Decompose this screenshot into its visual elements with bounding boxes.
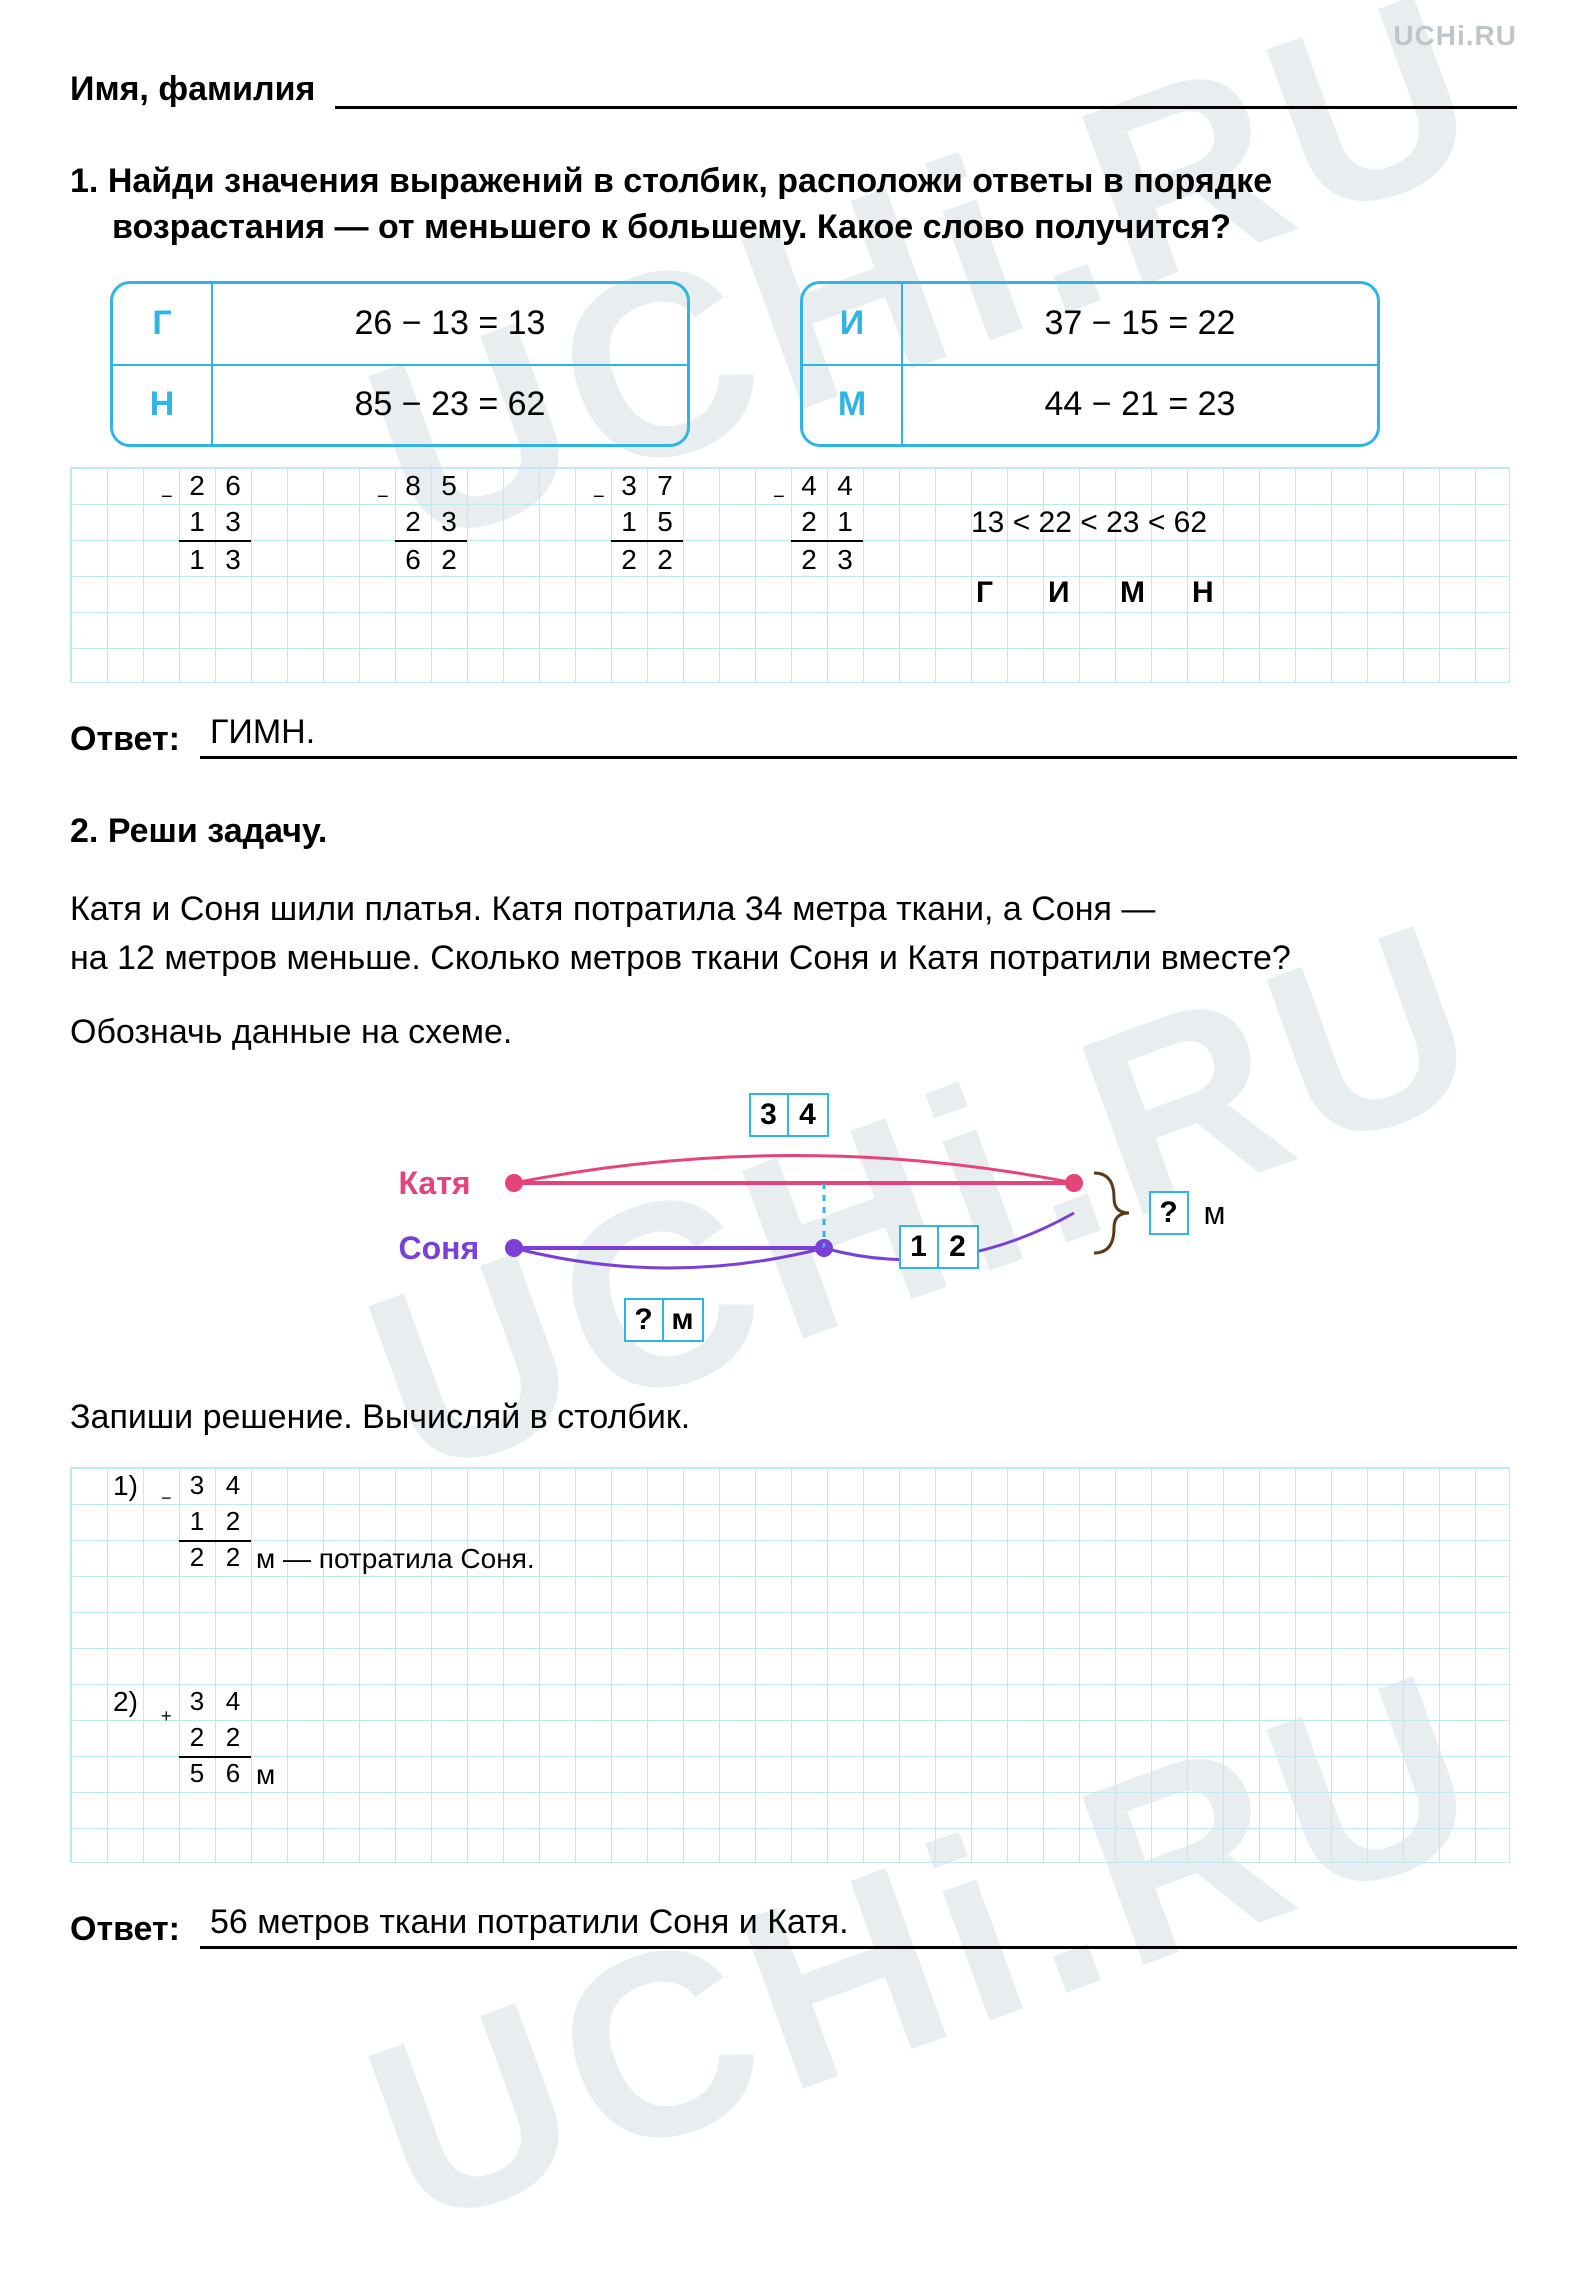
column-calc: − 26 13 13 <box>179 468 251 578</box>
task2-instr1: Обозначь данные на схеме. <box>70 1008 1517 1057</box>
katya-label: Катя <box>399 1165 471 1202</box>
minus-sign: − <box>161 486 173 509</box>
brand-logo: UCHi.RU <box>1393 20 1517 52</box>
name-field-row: Имя, фамилия <box>70 70 1517 109</box>
box-pair-right: И 37 − 15 = 22 М 44 − 21 = 23 <box>800 281 1380 447</box>
segment-diagram: Катя Соня 3 4 1 2 ? м ? м <box>294 1083 1294 1363</box>
box-pair-left: Г 26 − 13 = 13 Н 85 − 23 = 62 <box>110 281 690 447</box>
minus-sign: − <box>377 486 389 509</box>
box-expression: 44 − 21 = 23 <box>903 385 1377 424</box>
box-row: М 44 − 21 = 23 <box>803 364 1377 444</box>
calculation-grid-1: − 26 13 13 − 85 23 62 − 37 <box>70 467 1510 683</box>
column-calc: − 37 15 22 <box>611 468 683 578</box>
value-box-qm: ? м <box>624 1298 704 1342</box>
task1-line2: возрастания — от меньшего к большему. Ка… <box>70 205 1517 251</box>
step-tail: м <box>256 1759 275 1791</box>
box-expression: 26 − 13 = 13 <box>213 304 687 343</box>
sonya-label: Соня <box>399 1230 480 1267</box>
name-input-line[interactable] <box>335 75 1517 109</box>
answer-value[interactable]: ГИМН. <box>200 713 1517 759</box>
name-label: Имя, фамилия <box>70 70 315 109</box>
answer-letters: Г И М Н <box>976 576 1264 610</box>
plus-sign: + <box>161 1706 172 1727</box>
column-calc: − 85 23 62 <box>395 468 467 578</box>
answer-row-1: Ответ: ГИМН. <box>70 713 1517 759</box>
step-number: 2) <box>113 1686 138 1718</box>
task2-number: 2. <box>70 812 98 850</box>
value-box-12: 1 2 <box>899 1225 979 1269</box>
expression-boxes: Г 26 − 13 = 13 Н 85 − 23 = 62 И 37 − 15 … <box>110 281 1517 447</box>
box-letter: Г <box>113 284 213 364</box>
box-row: Г 26 − 13 = 13 <box>113 284 687 364</box>
unit-m: м <box>1204 1195 1226 1232</box>
box-letter: М <box>803 366 903 444</box>
minus-sign: − <box>773 486 785 509</box>
answer-row-2: Ответ: 56 метров ткани потратили Соня и … <box>70 1903 1517 1949</box>
box-row: И 37 − 15 = 22 <box>803 284 1377 364</box>
worksheet-page: UCHi.RU UCHi.RU UCHi.RU UCHi.RU Имя, фам… <box>0 0 1587 2245</box>
minus-sign: − <box>593 486 605 509</box>
step-number: 1) <box>113 1470 138 1502</box>
inequality-text: 13 < 22 < 23 < 62 <box>971 506 1207 540</box>
task1-number: 1. <box>70 162 98 200</box>
box-expression: 37 − 15 = 22 <box>903 304 1377 343</box>
box-letter: Н <box>113 366 213 444</box>
answer-value[interactable]: 56 метров ткани потратили Соня и Катя. <box>200 1903 1517 1949</box>
task1-line1: Найди значения выражений в столбик, расп… <box>108 162 1272 200</box>
task2-title-text: Реши задачу. <box>108 812 328 850</box>
value-box-34: 3 4 <box>749 1093 829 1137</box>
step-tail: м — потратила Соня. <box>256 1543 535 1575</box>
minus-sign: − <box>161 1488 172 1509</box>
task2-instr2: Запиши решение. Вычисляй в столбик. <box>70 1393 1517 1442</box>
answer-label: Ответ: <box>70 720 180 759</box>
box-expression: 85 − 23 = 62 <box>213 385 687 424</box>
column-calc: − 44 21 23 <box>791 468 863 578</box>
calculation-grid-2: 1) − 3 4 1 2 2 2 м — потратила Соня. 2) … <box>70 1467 1510 1863</box>
answer-label: Ответ: <box>70 1910 180 1949</box>
task2-title: 2. Реши задачу. <box>70 809 1517 855</box>
value-box-q: ? <box>1149 1191 1189 1235</box>
box-row: Н 85 − 23 = 62 <box>113 364 687 444</box>
task1-title: 1. Найди значения выражений в столбик, р… <box>70 159 1517 251</box>
box-letter: И <box>803 284 903 364</box>
task2-problem: Катя и Соня шили платья. Катя потратила … <box>70 885 1517 984</box>
